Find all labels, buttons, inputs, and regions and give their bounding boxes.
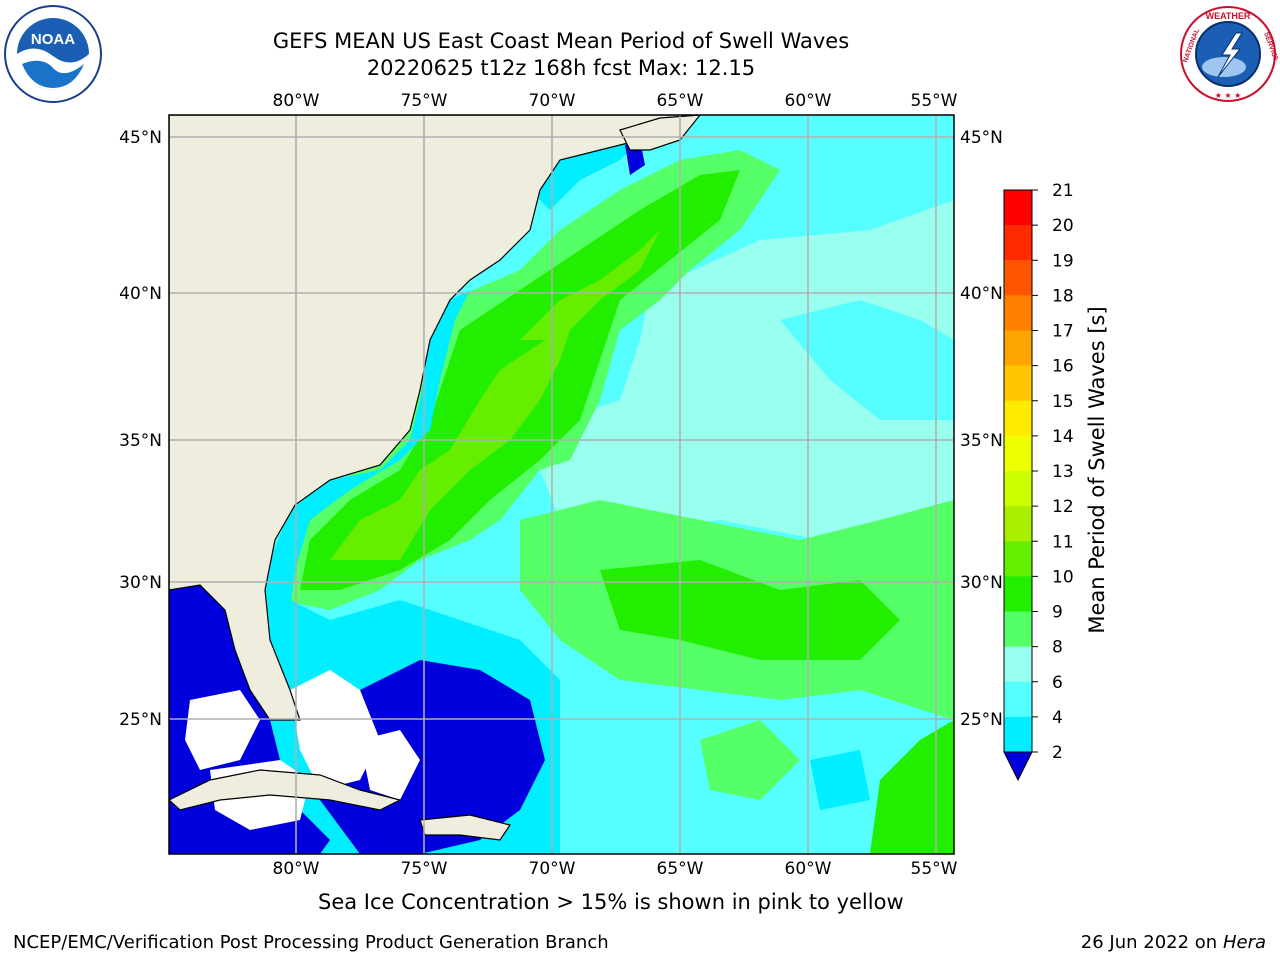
colorbar-segment <box>1004 716 1032 753</box>
colorbar-segment <box>1004 681 1032 718</box>
colorbar-tick-label: 10 <box>1052 567 1074 587</box>
graticule <box>169 115 954 854</box>
lat-labels-left: 45°N 40°N 35°N 30°N 25°N <box>119 128 162 730</box>
colorbar-tick-label: 16 <box>1052 357 1074 377</box>
noaa-wordmark: NOAA <box>31 31 75 48</box>
colorbar-segment <box>1004 611 1032 648</box>
lon-label: 65°W <box>657 859 704 879</box>
colorbar-segment <box>1004 295 1032 331</box>
colorbar-segment <box>1004 471 1032 507</box>
lat-label: 30°N <box>119 573 162 593</box>
colorbar-extend-arrow <box>1003 751 1033 782</box>
colorbar-segment <box>1004 646 1032 683</box>
colorbar-segment <box>1004 400 1032 437</box>
lon-label: 60°W <box>785 91 832 111</box>
colorbar-segment <box>1004 190 1032 226</box>
colorbar-segment <box>1004 541 1032 577</box>
map-frame <box>168 114 955 855</box>
svg-text:WEATHER: WEATHER <box>1206 11 1251 21</box>
lat-label: 35°N <box>960 431 1003 451</box>
lat-labels-right: 45°N 40°N 35°N 30°N 25°N <box>960 128 1003 730</box>
colorbar-segment <box>1004 260 1032 296</box>
colorbar-tick-label: 4 <box>1052 708 1063 728</box>
lon-labels-bottom: 80°W 75°W 70°W 65°W 60°W 55°W <box>273 859 958 879</box>
lat-label: 40°N <box>960 284 1003 304</box>
lon-label: 75°W <box>401 91 448 111</box>
colorbar-tick-label: 12 <box>1052 497 1074 517</box>
colorbar-tick-label: 6 <box>1052 673 1063 693</box>
colorbar-tick-label: 15 <box>1052 392 1074 412</box>
colorbar-tick-label: 20 <box>1052 216 1074 236</box>
colorbar-tick-label: 2 <box>1052 743 1063 763</box>
lon-label: 70°W <box>529 859 576 879</box>
colorbar: 21 20 19 18 17 16 15 14 13 12 11 10 9 8 6 4 2 <box>1003 181 1074 782</box>
lon-label: 70°W <box>529 91 576 111</box>
footer-date: 26 Jun 2022 on Hera <box>1081 932 1266 953</box>
lat-label: 35°N <box>119 431 162 451</box>
footer-host: Hera <box>1222 932 1266 953</box>
colorbar-tick-label: 9 <box>1052 603 1063 623</box>
lon-label: 65°W <box>657 91 704 111</box>
lat-label: 25°N <box>119 710 162 730</box>
lon-label: 80°W <box>273 859 320 879</box>
colorbar-tick-label: 8 <box>1052 638 1063 658</box>
colorbar-tick-label: 18 <box>1052 286 1074 306</box>
colorbar-segment <box>1004 435 1032 472</box>
lon-labels-top: 80°W 75°W 70°W 65°W 60°W 55°W <box>273 91 958 111</box>
colorbar-label: Mean Period of Swell Waves [s] <box>1085 306 1109 634</box>
lat-label: 25°N <box>960 710 1003 730</box>
colorbar-segment <box>1004 365 1032 402</box>
colorbar-tick-label: 21 <box>1052 181 1074 201</box>
colorbar-tick-label: 17 <box>1052 322 1074 342</box>
lon-label: 55°W <box>911 91 958 111</box>
colorbar-tick-label: 11 <box>1052 532 1074 552</box>
colorbar-tick-label: 14 <box>1052 427 1074 447</box>
svg-text:★ ★ ★: ★ ★ ★ <box>1215 91 1242 100</box>
colorbar-segment <box>1004 330 1032 367</box>
lon-label: 80°W <box>273 91 320 111</box>
colorbar-segment <box>1004 576 1032 612</box>
lon-label: 55°W <box>911 859 958 879</box>
lat-label: 30°N <box>960 573 1003 593</box>
chart-subtitle: 20220625 t12z 168h fcst Max: 12.15 <box>366 56 756 80</box>
colorbar-tick-label: 13 <box>1052 462 1074 482</box>
sea-ice-caption: Sea Ice Concentration > 15% is shown in … <box>318 890 904 914</box>
footer-date-text: 26 Jun 2022 on <box>1080 932 1218 953</box>
noaa-logo: NOAA <box>4 5 102 103</box>
lon-label: 60°W <box>785 859 832 879</box>
colorbar-segment <box>1004 506 1032 542</box>
chart-title: GEFS MEAN US East Coast Mean Period of S… <box>272 29 850 53</box>
colorbar-tick-label: 19 <box>1052 251 1074 271</box>
colorbar-segment <box>1004 225 1032 261</box>
lon-label: 75°W <box>401 859 448 879</box>
lat-label: 45°N <box>960 128 1003 148</box>
footer-credit: NCEP/EMC/Verification Post Processing Pr… <box>13 932 609 953</box>
lat-label: 40°N <box>119 284 162 304</box>
lat-label: 45°N <box>119 128 162 148</box>
nws-logo: WEATHER NATIONAL SERVICE ★ ★ ★ <box>1180 6 1278 102</box>
